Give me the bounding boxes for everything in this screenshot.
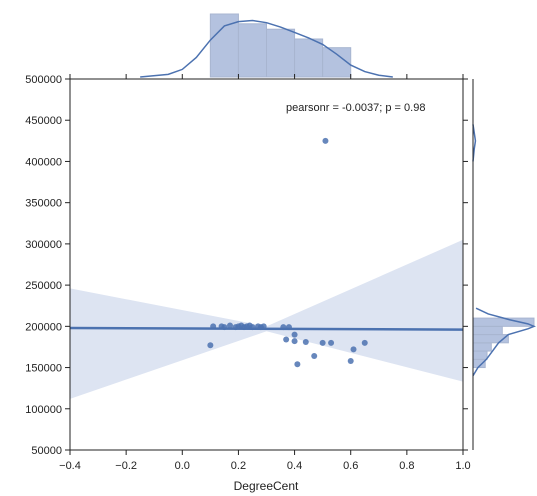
marginal-x-bar: [322, 47, 352, 78]
x-tick-label: 0.0: [175, 460, 190, 472]
marginal-y-bar: [472, 325, 503, 336]
y-tick-label: 300000: [25, 239, 62, 251]
y-tick-label: 100000: [25, 404, 62, 416]
scatter-point: [291, 338, 298, 345]
y-tick-label: 150000: [25, 363, 62, 375]
confidence-band: [70, 239, 463, 399]
confidence-band-layer: [70, 239, 463, 399]
scatter-point: [283, 336, 290, 343]
scatter-point: [302, 338, 309, 345]
x-axis-label: DegreeCent: [234, 479, 299, 493]
scatter-point: [322, 137, 329, 144]
y-tick-label: 350000: [25, 198, 62, 210]
marginal-y-bar: [472, 342, 492, 352]
scatter-point: [207, 342, 214, 349]
x-tick-label: −0.2: [115, 460, 137, 472]
scatter-point: [280, 324, 287, 331]
pearson-annotation: pearsonr = -0.0037; p = 0.98: [286, 102, 425, 114]
marginal-x-bar: [209, 13, 239, 78]
marginal-y-bar: [472, 317, 535, 327]
ticks-layer: −0.4 −0.2 0.0 0.2 0.4 0.6 0.8 1.0 50000 100000 150…: [25, 74, 471, 472]
scatter-point: [260, 323, 267, 330]
y-tick-label: 400000: [25, 156, 62, 168]
scatter-point: [291, 331, 298, 338]
scatter-point: [328, 339, 335, 346]
scatter-point: [347, 357, 354, 364]
scatter-point: [249, 324, 256, 331]
scatter-point: [311, 353, 318, 360]
x-tick-label: −0.4: [59, 460, 81, 472]
marginal-x-bar: [237, 23, 268, 78]
x-tick-label: 0.4: [287, 460, 302, 472]
y-tick-label: 250000: [25, 280, 62, 292]
scatter-point: [221, 324, 228, 331]
scatter-point: [285, 324, 292, 331]
scatter-point: [294, 361, 301, 368]
marginal-x-bar: [266, 28, 296, 78]
marginal-y-histogram: [472, 124, 536, 377]
scatter-point: [361, 339, 368, 346]
y-tick-label: 200000: [25, 321, 62, 333]
scatter-points-layer: [207, 137, 368, 368]
marginal-x-bar: [294, 38, 324, 78]
x-tick-label: 0.2: [231, 460, 246, 472]
marginal-x-histogram: [140, 13, 393, 78]
x-tick-label: 0.6: [343, 460, 358, 472]
scatter-point: [210, 323, 217, 330]
regression-line-layer: [69, 326, 464, 331]
y-tick-label: 500000: [25, 74, 62, 86]
x-tick-label: 0.8: [399, 460, 414, 472]
x-tick-label: 1.0: [455, 460, 470, 472]
marginal-y-kde-outlier: [472, 124, 477, 162]
scatter-point: [319, 339, 326, 346]
marginal-x-kde: [140, 19, 393, 78]
axes-layer: [69, 78, 474, 451]
y-tick-label: 50000: [31, 445, 62, 457]
marginal-y-bar: [472, 350, 488, 360]
regression-line: [69, 326, 464, 331]
scatter-point: [227, 322, 234, 329]
scatter-point: [350, 346, 357, 353]
y-tick-label: 450000: [25, 115, 62, 127]
marginal-y-kde: [472, 307, 536, 377]
